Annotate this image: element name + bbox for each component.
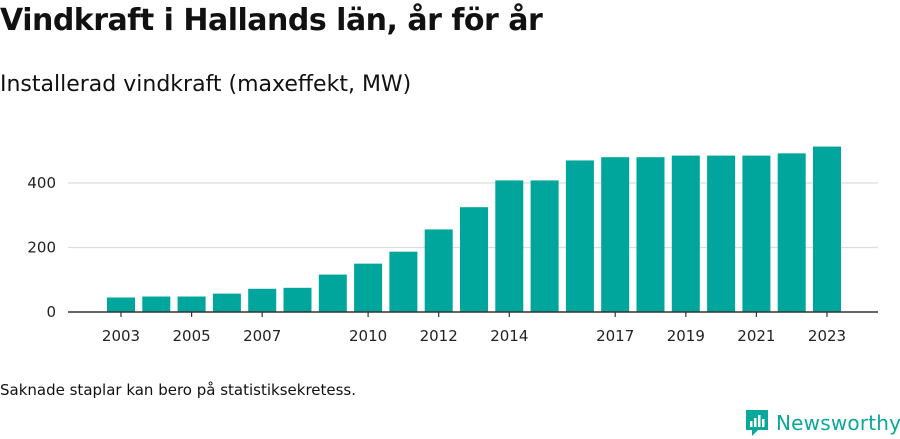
- newsworthy-logo-icon: [746, 410, 768, 436]
- brand-name: Newsworthy: [776, 411, 900, 435]
- y-tick-label: 400: [27, 174, 56, 192]
- footnote: Saknade staplar kan bero på statistiksek…: [0, 381, 357, 399]
- x-tick-label: 2014: [490, 327, 528, 345]
- x-tick-label: 2021: [737, 327, 775, 345]
- bar: [460, 207, 488, 312]
- x-tick-label: 2012: [420, 327, 458, 345]
- x-tick-label: 2007: [243, 327, 281, 345]
- bar: [671, 155, 700, 312]
- bar: [777, 153, 806, 312]
- x-tick-label: 2003: [102, 327, 140, 345]
- bar: [707, 155, 736, 312]
- bar: [601, 157, 630, 312]
- bar: [813, 146, 841, 312]
- y-tick-label: 200: [27, 239, 56, 257]
- x-tick-label: 2017: [596, 327, 634, 345]
- bar: [530, 180, 559, 312]
- y-tick-label: 0: [46, 303, 56, 321]
- bar-chart: 0 200 400 2003 2005 2007 2010 2012 2014 2017 2019 2…: [27, 146, 878, 345]
- bar: [565, 160, 594, 312]
- x-tick-label: 2010: [349, 327, 387, 345]
- bar: [177, 296, 206, 312]
- bar: [318, 274, 347, 312]
- x-tick-label: 2019: [667, 327, 705, 345]
- brand-logo: Newsworthy: [744, 408, 900, 438]
- bar: [424, 229, 453, 312]
- bar: [354, 263, 383, 312]
- chart-subtitle: Installerad vindkraft (maxeffekt, MW): [0, 72, 412, 97]
- chart-title: Vindkraft i Hallands län, år för år: [0, 3, 543, 38]
- bar: [107, 297, 135, 312]
- bar: [212, 293, 241, 312]
- bar: [389, 251, 418, 312]
- bar: [283, 287, 312, 312]
- bar: [742, 155, 771, 312]
- x-tick-label: 2023: [808, 327, 846, 345]
- bar: [636, 157, 665, 312]
- bar: [248, 288, 277, 312]
- bar: [495, 180, 524, 312]
- bar: [142, 296, 171, 312]
- x-tick-label: 2005: [173, 327, 211, 345]
